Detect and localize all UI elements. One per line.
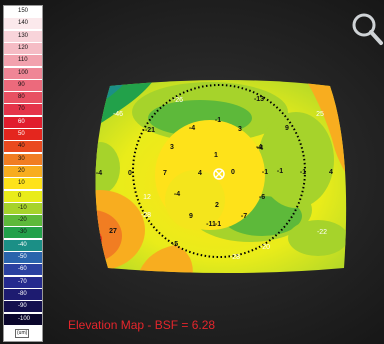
scale-step: -10 <box>4 202 42 214</box>
scale-step: -40 <box>4 239 42 251</box>
scale-step-label: 100 <box>18 69 29 76</box>
scale-step-label: 30 <box>18 155 25 162</box>
scale-step: -50 <box>4 252 42 263</box>
scale-step: -60 <box>4 264 42 276</box>
elevation-value: -1 <box>215 117 221 124</box>
elevation-value: -1 <box>215 221 221 228</box>
elevation-values: -26 -13-46 25-21 -4-13 9-4 031-4-47 4 0 -1 -1-1 4-… <box>96 96 333 261</box>
elevation-value: 4 <box>329 169 333 176</box>
elevation-value: 9 <box>189 213 193 220</box>
elevation-value: -46 <box>113 111 123 118</box>
scale-step: -70 <box>4 276 42 288</box>
scale-step: 20 <box>4 165 42 177</box>
scale-step: 130 <box>4 30 42 42</box>
scale-step: 60 <box>4 116 42 128</box>
elevation-value: -4 <box>96 170 102 177</box>
scale-step-label: 40 <box>18 143 25 150</box>
elevation-value: -11 <box>206 221 216 228</box>
elevation-value: 1 <box>214 152 218 159</box>
scale-step-label: 110 <box>18 57 28 64</box>
magnifier-icon[interactable] <box>350 10 384 46</box>
scale-step: 30 <box>4 153 42 165</box>
elevation-value: 25 <box>316 111 324 118</box>
elevation-value: -1 <box>262 169 268 176</box>
elevation-value: 3 <box>170 144 174 151</box>
scale-step: 10 <box>4 178 42 190</box>
scale-step: 70 <box>4 104 42 116</box>
elevation-value: -4 <box>257 145 263 152</box>
scale-step-label: 50 <box>18 131 25 137</box>
elevation-value: 27 <box>109 228 117 235</box>
scale-step: 50 <box>4 129 42 140</box>
scale-step: 90 <box>4 79 42 91</box>
scale-step: 110 <box>4 55 42 67</box>
elevation-value: 2 <box>215 202 219 209</box>
elevation-value: -4 <box>174 191 180 198</box>
scale-step-label: -100 <box>18 315 31 322</box>
scale-step-label: 0 <box>18 192 22 199</box>
map-caption: Elevation Map - BSF = 6.28 <box>68 318 216 332</box>
scale-step-label: -90 <box>18 303 27 310</box>
elevation-value: 3 <box>238 126 242 133</box>
scale-step: -80 <box>4 288 42 300</box>
elevation-value: -13 <box>254 96 264 103</box>
elevation-value: -5 <box>172 241 178 248</box>
scale-step: -30 <box>4 227 42 239</box>
elevation-value: -7 <box>241 213 247 220</box>
elevation-value: -22 <box>317 229 327 236</box>
scale-step-label: 70 <box>18 106 25 113</box>
elevation-value: 7 <box>163 170 167 177</box>
scale-step-label: -70 <box>18 278 27 285</box>
elevation-value: 0 <box>231 169 235 176</box>
elevation-value: -1 <box>277 168 283 175</box>
scale-step-label: -60 <box>18 266 27 273</box>
scale-step: -20 <box>4 215 42 227</box>
scale-step-label: 120 <box>18 44 29 51</box>
scale-step-label: -10 <box>18 204 27 211</box>
scale-step: 80 <box>4 92 42 104</box>
elevation-value: -28 <box>230 254 240 261</box>
scale-step: 120 <box>4 42 42 54</box>
elevation-value: 9 <box>285 125 289 132</box>
color-scale-legend: 150 140 130 120 110 100 90 80 70 60 50 40 30 20 10 0 -10… <box>3 5 43 342</box>
reference-circle <box>132 84 306 258</box>
scale-step: 150 <box>4 6 42 17</box>
scale-step-label: -20 <box>18 217 27 224</box>
scale-step: -90 <box>4 301 42 313</box>
scale-step-label: -40 <box>18 241 27 248</box>
scale-step-label: 140 <box>18 20 29 27</box>
scale-step-label: 60 <box>18 118 25 125</box>
elevation-value: -6 <box>259 194 265 201</box>
elevation-value: -21 <box>145 127 155 134</box>
scale-step: 100 <box>4 67 42 79</box>
scale-step-label: 90 <box>18 81 25 88</box>
elevation-value: -4 <box>256 144 262 151</box>
elevation-value: -26 <box>173 97 183 104</box>
scale-step-label: 20 <box>18 167 25 174</box>
scale-step-label: 150 <box>18 8 29 14</box>
elevation-value: 0 <box>128 170 132 177</box>
scale-step-label: -80 <box>18 290 27 297</box>
elevation-value: -28 <box>141 212 151 219</box>
scale-step: 0 <box>4 190 42 202</box>
elevation-value: -20 <box>260 244 270 251</box>
scale-unit-label: (um) <box>15 329 30 338</box>
scale-step-label: -50 <box>18 254 27 260</box>
scale-step: -100 <box>4 313 42 325</box>
pupil-center-marker <box>213 168 225 180</box>
scale-step-label: 80 <box>18 94 25 101</box>
elevation-value: 12 <box>143 194 151 201</box>
scale-step-label: -30 <box>18 229 27 236</box>
elevation-value: 4 <box>198 170 202 177</box>
elevation-value: -1 <box>300 169 306 176</box>
scale-step-label: 130 <box>18 32 29 39</box>
scale-step-label: 10 <box>18 180 25 187</box>
scale-step: 140 <box>4 18 42 30</box>
scale-step: 40 <box>4 141 42 153</box>
elevation-value: -4 <box>189 125 195 132</box>
